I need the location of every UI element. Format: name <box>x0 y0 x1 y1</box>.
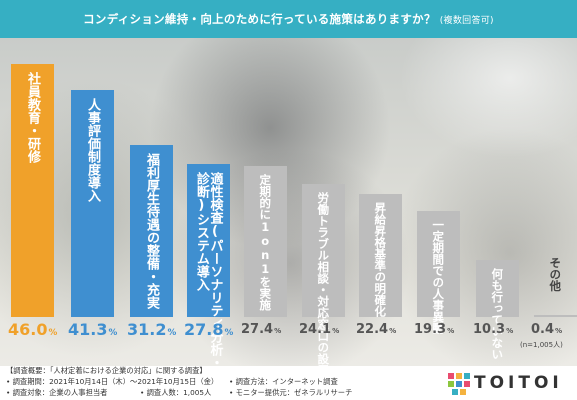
value-label-1: 46.0% <box>8 320 57 339</box>
category-label-line: 昇給昇格基準の明確化 <box>373 201 388 317</box>
category-label-line: 人事評価制度導入 <box>84 97 100 202</box>
bar-4 <box>187 164 230 317</box>
value-label-9: 10.3% <box>473 322 513 337</box>
value-number: 27.4 <box>241 322 274 337</box>
value-label-8: 19.3% <box>414 322 454 337</box>
value-number: 24.1 <box>299 322 332 337</box>
survey-method: • 調査方法：インターネット調査 <box>229 377 338 386</box>
value-unit: % <box>108 328 118 338</box>
survey-target: • 調査対象：企業の人事担当者 <box>6 388 108 397</box>
value-number: 27.8 <box>184 320 224 339</box>
survey-provider: • モニター提供元：ゼネラルリサーチ <box>229 388 353 397</box>
category-label-line: 定期的に1on1を実施 <box>258 174 273 311</box>
category-label-6: 労働トラブル相談・対応窓口の設置 <box>316 192 331 377</box>
value-number: 41.3 <box>68 320 108 339</box>
category-label-1: 社員教育・研修 <box>24 72 40 163</box>
category-label-2: 人事評価制度導入 <box>84 97 100 202</box>
bar-1 <box>11 64 54 317</box>
category-label-7: 昇給昇格基準の明確化 <box>373 201 388 317</box>
bar-3 <box>130 145 173 317</box>
category-label-line: 一定期間での人事異動 <box>431 218 446 334</box>
background-blur <box>400 38 577 158</box>
value-unit: % <box>167 328 177 338</box>
category-label-4: 適性検査(パーソナリティ分析・ 診断)システム導入 <box>193 172 223 370</box>
category-label-line: その他 <box>548 257 563 292</box>
category-label-line: 福利厚生待遇の整備・充実 <box>143 153 159 310</box>
bar-10 <box>534 314 577 317</box>
bar-5 <box>244 166 287 317</box>
value-label-6: 24.1% <box>299 322 339 337</box>
survey-footer: 【調査概要：「人材定着における企業の対応」に関する調査】 • 調査期間：2021… <box>0 366 577 400</box>
value-label-7: 22.4% <box>356 322 396 337</box>
value-unit: % <box>274 326 282 335</box>
value-label-5: 27.4% <box>241 322 281 337</box>
category-label-8: 一定期間での人事異動 <box>431 218 446 334</box>
value-number: 46.0 <box>8 320 48 339</box>
value-label-10: 0.4% <box>531 322 562 337</box>
bar-6 <box>302 184 345 317</box>
value-number: 10.3 <box>473 322 506 337</box>
logo-text: TOITOI <box>474 373 563 393</box>
value-unit: % <box>389 326 397 335</box>
category-label-line: 労働トラブル相談・対応窓口の設置 <box>316 192 331 377</box>
chart-title: コンディション維持・向上のために行っている施策はありますか？ <box>83 12 436 26</box>
survey-count: • 調査人数：1,005人 <box>140 388 212 397</box>
chart-title-bar: コンディション維持・向上のために行っている施策はありますか？ (複数回答可) <box>0 0 577 38</box>
category-label-line: 社員教育・研修 <box>24 72 40 163</box>
category-label-9: 何も行っていない <box>490 268 505 361</box>
category-label-line: 適性検査(パーソナリティ分析・ <box>207 172 223 370</box>
value-unit: % <box>506 326 514 335</box>
chart-subtitle: (複数回答可) <box>439 15 494 26</box>
survey-overview: 【調査概要：「人材定着における企業の対応」に関する調査】 <box>6 366 207 375</box>
category-label-line: 診断)システム導入 <box>193 172 209 292</box>
sample-size-note: (n=1,005人) <box>520 341 563 349</box>
value-unit: % <box>48 328 58 338</box>
value-label-4: 27.8% <box>184 320 233 339</box>
category-label-line: 何も行っていない <box>490 268 505 361</box>
value-unit: % <box>332 326 340 335</box>
value-number: 19.3 <box>414 322 447 337</box>
value-unit: % <box>224 328 234 338</box>
value-label-2: 41.3% <box>68 320 117 339</box>
value-unit: % <box>555 326 563 335</box>
logo-mark-icon <box>448 373 470 395</box>
value-label-3: 31.2% <box>127 320 176 339</box>
category-label-10: その他 <box>548 257 563 292</box>
toitoi-logo: TOITOI <box>447 372 572 396</box>
bar-8 <box>417 210 460 317</box>
survey-period: • 調査期間：2021年10月14日（木）～2021年10月15日（金） <box>6 377 219 386</box>
bar-7 <box>359 193 402 317</box>
value-number: 0.4 <box>531 322 555 337</box>
value-number: 22.4 <box>356 322 389 337</box>
category-label-5: 定期的に1on1を実施 <box>258 174 273 311</box>
value-number: 31.2 <box>127 320 167 339</box>
category-label-3: 福利厚生待遇の整備・充実 <box>143 153 159 310</box>
bar-9 <box>476 260 519 317</box>
value-unit: % <box>447 326 455 335</box>
bar-2 <box>71 89 114 317</box>
